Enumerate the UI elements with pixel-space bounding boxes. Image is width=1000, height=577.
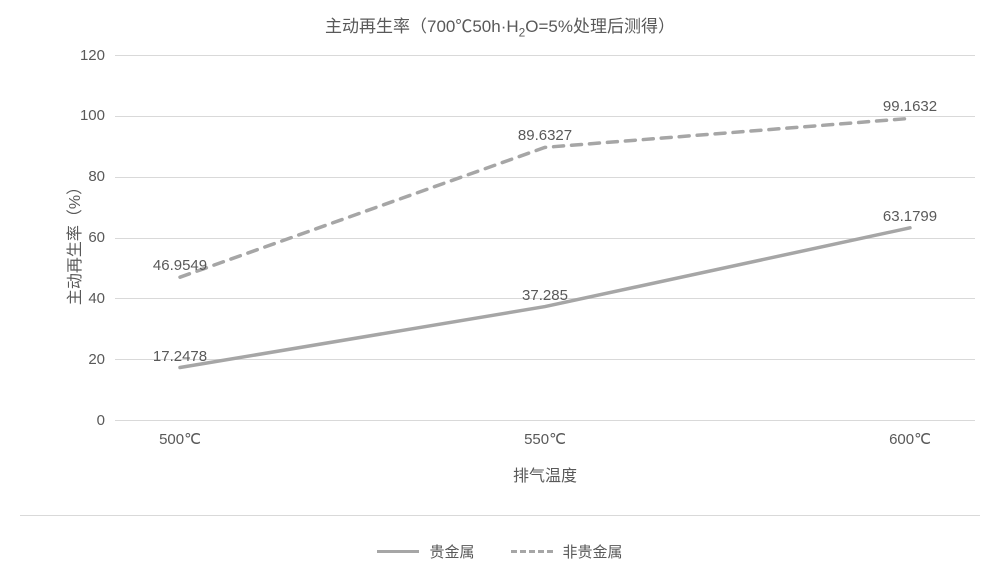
line-chart: 主动再生率（700℃50h·H2O=5%处理后测得） 主动再生率（%） 排气温度… bbox=[0, 0, 1000, 577]
gridline bbox=[115, 420, 975, 421]
legend: 贵金属 非贵金属 bbox=[0, 540, 1000, 562]
data-label: 17.2478 bbox=[153, 348, 207, 365]
legend-label: 贵金属 bbox=[429, 541, 474, 562]
plot-area bbox=[115, 55, 975, 420]
chart-title-suffix: O=5%处理后测得） bbox=[525, 17, 675, 36]
legend-swatch bbox=[377, 550, 419, 553]
data-label: 46.9549 bbox=[153, 257, 207, 274]
legend-swatch bbox=[511, 550, 553, 553]
y-tick-label: 60 bbox=[65, 229, 105, 246]
chart-title: 主动再生率（700℃50h·H2O=5%处理后测得） bbox=[0, 12, 1000, 39]
legend-divider bbox=[20, 515, 980, 516]
y-tick-label: 40 bbox=[65, 290, 105, 307]
chart-title-prefix: 主动再生率（700℃50h·H bbox=[325, 17, 519, 36]
y-tick-label: 0 bbox=[65, 412, 105, 429]
data-label: 63.1799 bbox=[883, 208, 937, 225]
data-label: 37.285 bbox=[522, 287, 568, 304]
legend-item: 非贵金属 bbox=[511, 541, 623, 562]
y-tick-label: 120 bbox=[65, 47, 105, 64]
legend-label: 非贵金属 bbox=[563, 541, 623, 562]
series-lines bbox=[115, 55, 975, 420]
x-tick-label: 550℃ bbox=[524, 430, 566, 448]
x-tick-label: 500℃ bbox=[159, 430, 201, 448]
x-tick-label: 600℃ bbox=[889, 430, 931, 448]
data-label: 99.1632 bbox=[883, 98, 937, 115]
legend-item: 贵金属 bbox=[377, 541, 474, 562]
y-tick-label: 20 bbox=[65, 351, 105, 368]
data-label: 89.6327 bbox=[518, 127, 572, 144]
x-axis-title: 排气温度 bbox=[115, 462, 975, 486]
y-tick-label: 80 bbox=[65, 168, 105, 185]
y-tick-label: 100 bbox=[65, 107, 105, 124]
